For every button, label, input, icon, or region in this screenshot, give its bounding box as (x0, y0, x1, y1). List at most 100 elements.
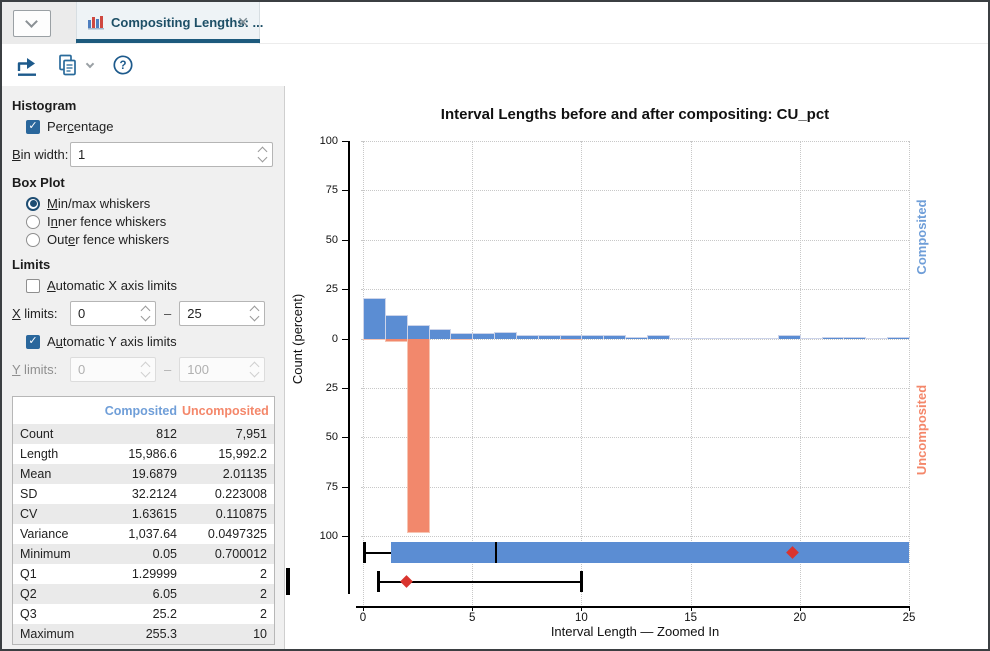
window-menu-button[interactable] (13, 10, 51, 37)
checkbox-checked-icon[interactable]: ✓ (26, 334, 40, 349)
stat-uncomposited-value: 7,951 (235, 427, 267, 441)
boxplot-uncomposited-degenerate-box (286, 568, 290, 595)
gridline-horizontal (361, 388, 909, 389)
gridline-vertical (581, 141, 583, 605)
x-min-input[interactable] (71, 302, 155, 325)
limits-section-header: Limits (12, 257, 51, 272)
stat-composited-value: 15,986.6 (128, 447, 177, 461)
stat-composited-value: 19.6879 (131, 467, 177, 481)
y-tick-label: 75 (325, 184, 338, 197)
whisker-radio-group: Min/max whiskers Inner fence whiskers Oute… (12, 196, 274, 247)
stat-composited-value: 812 (156, 427, 177, 441)
tab-compositing-lengths[interactable]: Compositing Lengths: ... ✕ (76, 2, 263, 44)
spin-down-icon[interactable] (140, 311, 151, 322)
histogram-bar-composited (581, 334, 605, 339)
y-axis-line (348, 141, 350, 594)
spin-down-icon[interactable] (257, 152, 268, 163)
x-tick-label: 15 (684, 612, 697, 624)
radio-icon[interactable] (26, 214, 40, 229)
y-axis-tick (342, 388, 348, 389)
histogram-bar-uncomposited (450, 339, 474, 341)
spin-down-icon[interactable] (249, 311, 260, 322)
histogram-bar-uncomposited (406, 339, 430, 533)
percentage-option[interactable]: ✓ Percentage (26, 119, 274, 134)
gridline-vertical (363, 141, 364, 605)
copy-button[interactable] (52, 50, 82, 80)
whisker-radio-option[interactable]: Outer fence whiskers (26, 232, 274, 247)
boxplot-uncomposited-max-cap (580, 571, 584, 592)
stat-uncomposited-value: 15,992.2 (218, 447, 267, 461)
automatic-y-limits-label: Automatic Y axis limits (47, 334, 177, 349)
stat-uncomposited-value: 0.700012 (214, 547, 267, 561)
automatic-x-limits-option[interactable]: Automatic X axis limits (26, 278, 274, 293)
stat-composited-value: 1.63615 (131, 507, 177, 521)
histogram-bar-composited (472, 332, 496, 339)
stat-label: CV (20, 507, 38, 521)
stat-composited-value: 1,037.64 (128, 527, 177, 541)
radio-icon[interactable] (26, 232, 40, 247)
x-tick-label: 20 (793, 612, 807, 624)
gridline-horizontal (361, 141, 909, 142)
stat-uncomposited-value: 0.223008 (214, 487, 267, 501)
tab-close-icon[interactable]: ✕ (237, 14, 249, 30)
histogram-bar-composited (865, 338, 889, 340)
stat-row-q2: Q2 6.05 2 (13, 584, 274, 604)
x-axis-tick (363, 606, 364, 611)
stat-row-cv: CV 1.63615 0.110875 (13, 504, 274, 524)
y-tick-label: 25 (325, 283, 338, 296)
y-axis-title: Count (percent) (290, 293, 305, 385)
stat-label: Variance (20, 527, 69, 541)
y-axis-tick (342, 289, 348, 291)
stat-row-q1: Q1 1.29999 2 (13, 564, 274, 584)
y-tick-label: 100 (319, 135, 338, 147)
tab-strip: Compositing Lengths: ... ✕ (2, 2, 988, 44)
stat-label: Maximum (20, 627, 75, 641)
histogram-bar-composited (777, 335, 801, 339)
y-axis-tick (342, 141, 348, 142)
spin-down-icon (249, 367, 260, 378)
bin-width-label: Bin width: (12, 147, 69, 162)
histogram-bar-composited (646, 334, 670, 339)
stat-uncomposited-value: 10 (253, 627, 267, 641)
x-max-input[interactable] (180, 302, 265, 325)
boxplot-composited-min-cap (363, 542, 367, 563)
bin-width-spinner (70, 142, 273, 167)
y-axis-tick (342, 338, 348, 340)
x-limits-label: X limits: (12, 306, 58, 321)
boxplot-composited-box (391, 542, 909, 563)
copy-dropdown-button[interactable] (82, 50, 98, 80)
export-button[interactable] (12, 50, 42, 80)
stat-row-maximum: Maximum 255.3 10 (13, 624, 274, 644)
boxplot-composited-median-line (495, 542, 498, 563)
checkbox-unchecked-icon[interactable] (26, 278, 40, 293)
gridline-horizontal (361, 437, 909, 439)
radio-selected-icon[interactable] (26, 196, 40, 211)
checkbox-checked-icon[interactable]: ✓ (26, 119, 40, 134)
histogram-icon (88, 15, 106, 34)
boxplot-section-header: Box Plot (12, 175, 65, 190)
automatic-y-limits-option[interactable]: ✓ Automatic Y axis limits (26, 334, 274, 349)
stat-label: Q2 (20, 587, 37, 601)
toolbar: ? (2, 44, 988, 86)
y-tick-label: 75 (325, 480, 338, 493)
histogram-bar-composited (363, 297, 386, 339)
x-axis-tick (909, 606, 910, 611)
help-button[interactable]: ? (108, 50, 138, 80)
stat-row-minimum: Minimum 0.05 0.700012 (13, 544, 274, 564)
stat-row-count: Count 812 7,951 (13, 424, 274, 444)
whisker-radio-option[interactable]: Inner fence whiskers (26, 214, 274, 229)
histogram-bar-composited (537, 334, 561, 339)
histogram-bar-composited (515, 334, 539, 339)
chart-title: Interval Lengths before and after compos… (440, 106, 830, 123)
stat-label: Length (20, 447, 59, 461)
svg-text:?: ? (119, 60, 126, 72)
x-axis-tick (799, 606, 801, 611)
whisker-radio-option[interactable]: Min/max whiskers (26, 196, 274, 211)
stat-composited-value: 255.3 (145, 627, 177, 641)
y-limits-label: Y limits: (12, 362, 58, 377)
histogram-bar-composited (821, 337, 845, 339)
y-axis-tick (342, 536, 348, 538)
histogram-bar-uncomposited (384, 339, 408, 342)
bin-width-input[interactable] (71, 143, 272, 166)
x-axis-tick (472, 606, 474, 611)
